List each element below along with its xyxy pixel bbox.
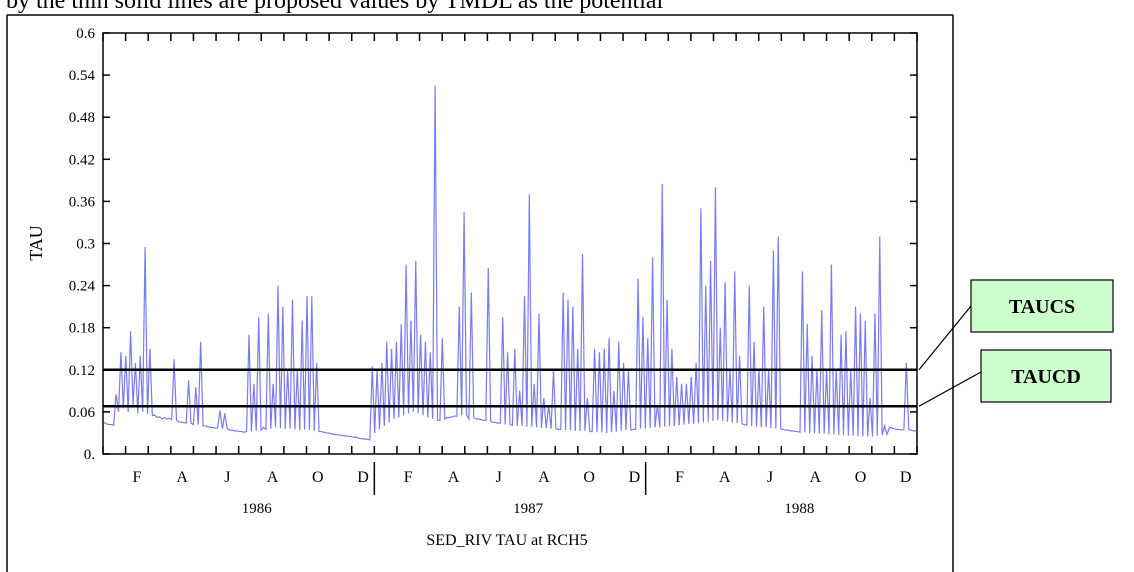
x-month-label: J [224, 469, 230, 486]
x-month-label: F [132, 469, 141, 486]
callout-layer: TAUCS TAUCD [918, 279, 1114, 407]
y-tick-label: 0.54 [69, 68, 96, 84]
x-year-label: 1986 [242, 501, 273, 517]
x-month-label: A [267, 469, 279, 486]
x-month-label: A [176, 469, 188, 486]
y-tick-label: 0.06 [69, 405, 96, 421]
x-month-label: J [767, 469, 773, 486]
y-tick-label: 0.3 [76, 237, 95, 253]
threshold-layer [103, 368, 917, 408]
y-tick-label: 0.48 [69, 110, 95, 126]
y-tick-label: 0. [84, 447, 95, 463]
x-month-label: A [538, 469, 550, 486]
y-tick-label: 0.12 [69, 363, 95, 379]
callout-box-taucd [980, 349, 1112, 403]
x-month-label: D [357, 469, 369, 486]
x-month-label: F [675, 469, 684, 486]
y-tick-labels: 0. 0.06 0.12 0.18 0.24 0.3 0.36 0.42 0.48 0.54 0.6 [69, 26, 96, 463]
callout-leader-taucs [918, 305, 972, 371]
x-year-label: 1987 [513, 501, 544, 517]
callout-leader-taucd [918, 371, 982, 407]
y-tick-label: 0.6 [76, 26, 95, 42]
plot-frame [102, 32, 918, 455]
callout-label-taucs: TAUCS [1009, 296, 1075, 318]
y-axis-label: TAU [26, 225, 46, 261]
y-tick-label: 0.36 [69, 194, 96, 210]
x-year-label: 1988 [784, 501, 814, 517]
x-axis-label: SED_RIV TAU at RCH5 [426, 532, 587, 549]
y-tick-label: 0.42 [69, 152, 95, 168]
year-labels: 1986 1987 1988 [242, 501, 815, 517]
x-month-label: O [312, 469, 324, 486]
header-prose-text: by the thin solid lines are proposed val… [6, 0, 664, 14]
x-month-label: F [404, 469, 413, 486]
x-month-label: D [900, 469, 912, 486]
series-line-tau [103, 85, 916, 441]
x-month-label: O [583, 469, 595, 486]
x-month-label: D [629, 469, 641, 486]
x-month-label: A [719, 469, 731, 486]
x-month-label: O [855, 469, 867, 486]
series-layer [103, 85, 916, 441]
x-month-label: A [448, 469, 460, 486]
x-month-label: J [496, 469, 502, 486]
tick-layer [102, 32, 918, 495]
callout-label-taucd: TAUCD [1011, 366, 1081, 388]
callout-box-taucs [970, 279, 1114, 333]
plot-area: 0. 0.06 0.12 0.18 0.24 0.3 0.36 0.42 0.48 0.54 0.6… [69, 26, 918, 517]
y-tick-label: 0.24 [69, 279, 96, 295]
y-tick-label: 0.18 [69, 321, 95, 337]
x-month-label: A [809, 469, 821, 486]
